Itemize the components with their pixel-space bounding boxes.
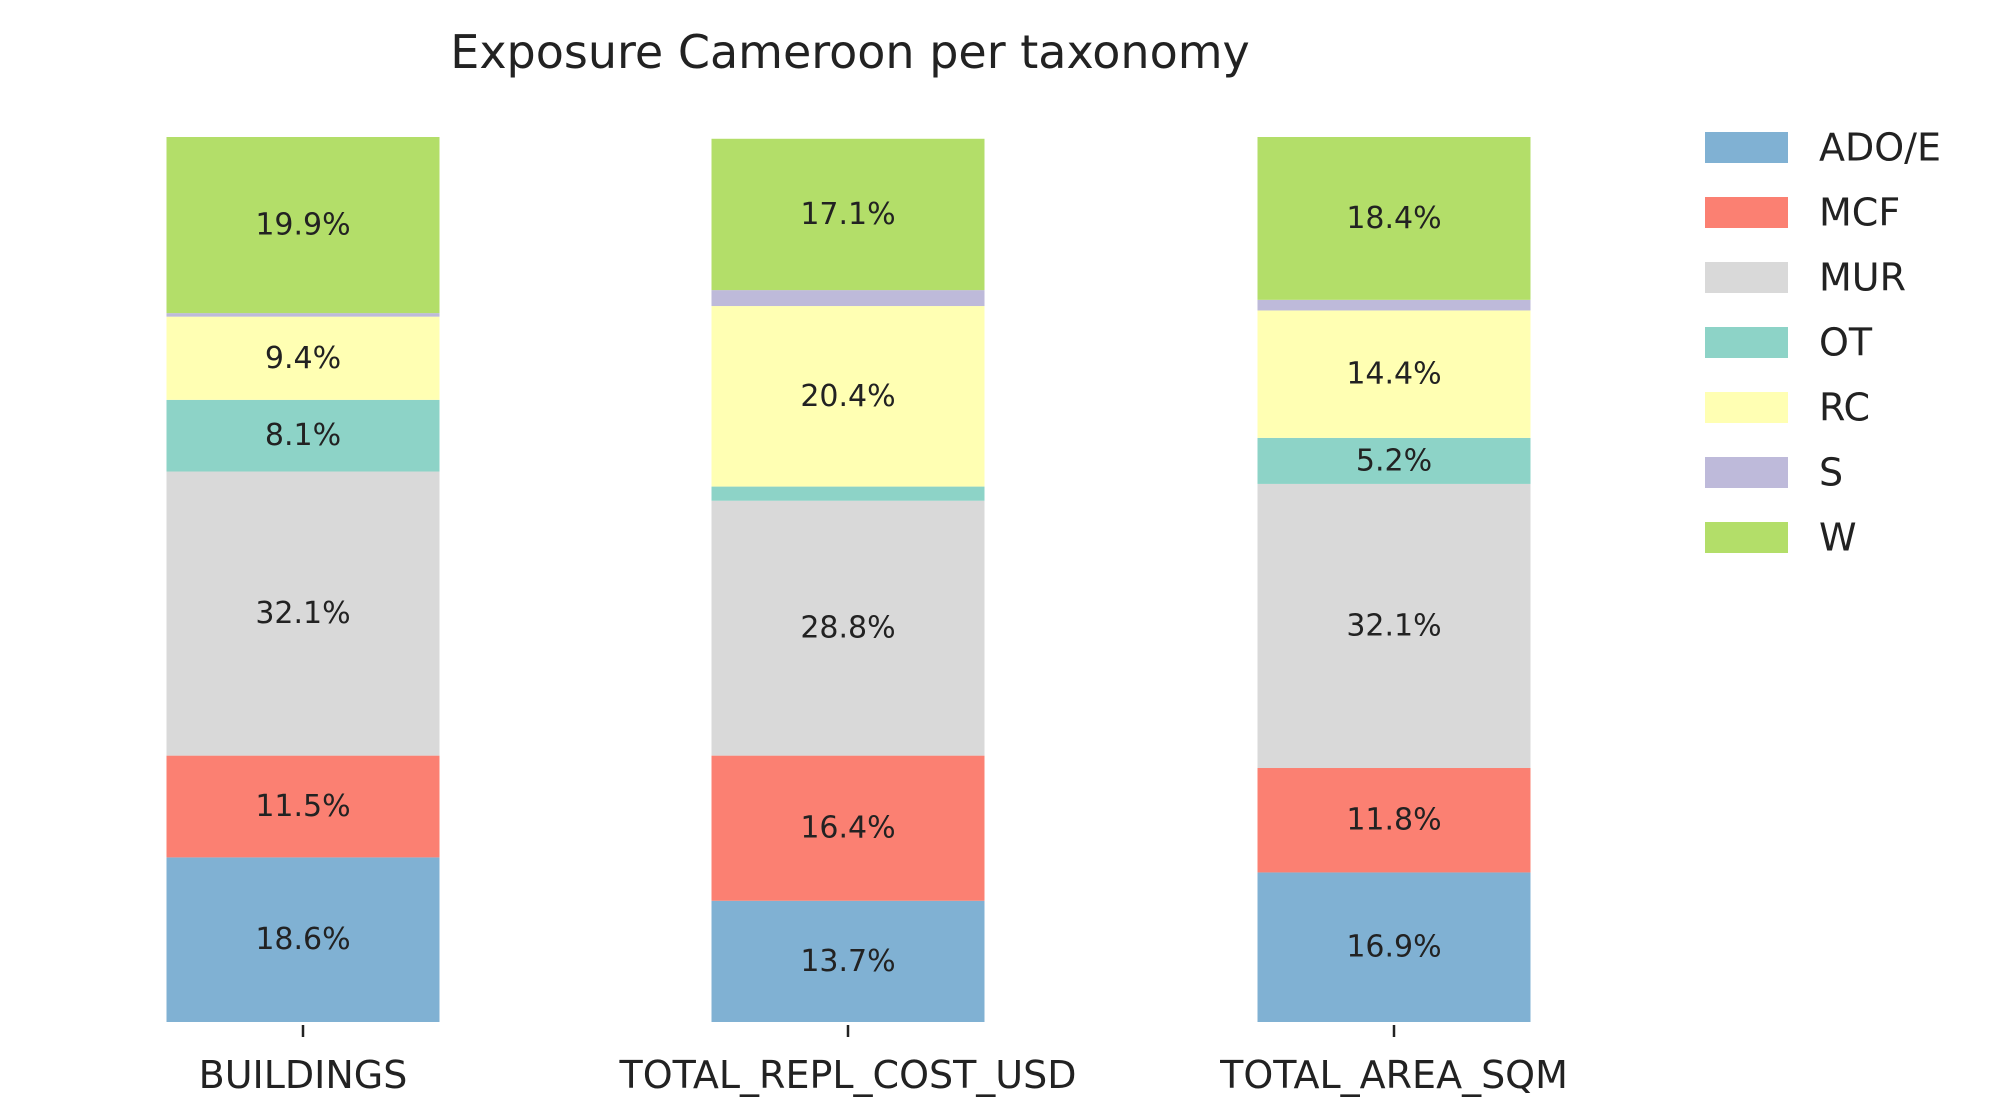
legend-label-s: S — [1819, 451, 1843, 495]
data-label-w-buildings: 19.9% — [255, 208, 350, 243]
data-label-ot-buildings: 8.1% — [265, 418, 341, 453]
segment-labels-group: 18.6% 11.5% 32.1% 8.1% 9.4% 19.9% 13.7% 16.4% 28… — [255, 197, 1441, 979]
x-axis: BUILDINGS TOTAL_REPL_COST_USD TOTAL_AREA_S… — [199, 1025, 1568, 1097]
data-label-mur-buildings: 32.1% — [255, 596, 350, 631]
legend-swatch-w — [1705, 522, 1788, 553]
data-label-rc-total-area-sqm: 14.4% — [1346, 357, 1441, 392]
bar-segment-w-total-repl-cost-usd — [711, 138, 985, 291]
legend: ADO/E MCF MUR OT RC SW — [1705, 126, 1941, 560]
bar-segment-w-total-area-sqm — [1257, 137, 1531, 300]
legend-label-ot: OT — [1819, 321, 1873, 365]
bar-segment-ado-e-total-area-sqm — [1257, 872, 1531, 1022]
bar-segment-ot-total-repl-cost-usd — [711, 486, 985, 501]
chart-title: Exposure Cameroon per taxonomy — [450, 25, 1250, 79]
bar-segment-mcf-total-repl-cost-usd — [711, 755, 985, 901]
bar-segment-ado-e-total-repl-cost-usd — [711, 900, 985, 1022]
legend-item-ado-e: ADO/E — [1705, 126, 1941, 170]
legend-item-s: S — [1705, 451, 1843, 495]
data-label-mcf-total-area-sqm: 11.8% — [1346, 803, 1441, 838]
legend-swatch-rc — [1705, 392, 1788, 423]
legend-item-w: W — [1705, 516, 1857, 560]
data-label-mcf-total-repl-cost-usd: 16.4% — [800, 811, 895, 846]
data-label-w-total-repl-cost-usd: 17.1% — [800, 197, 895, 232]
bar-segment-ado-e-buildings — [166, 857, 440, 1022]
bar-segment-mcf-total-area-sqm — [1257, 768, 1531, 873]
bar-segment-w-buildings — [166, 137, 440, 314]
legend-label-mur: MUR — [1819, 256, 1906, 300]
data-label-w-total-area-sqm: 18.4% — [1346, 201, 1441, 236]
bar-segment-s-buildings — [166, 313, 440, 317]
data-label-rc-buildings: 9.4% — [265, 341, 341, 376]
data-label-rc-total-repl-cost-usd: 20.4% — [800, 379, 895, 414]
legend-item-ot: OT — [1705, 321, 1873, 365]
legend-item-rc: RC — [1705, 386, 1870, 430]
bar-segment-s-total-area-sqm — [1257, 299, 1531, 311]
data-label-ado-e-total-area-sqm: 16.9% — [1346, 930, 1441, 965]
bar-segment-rc-total-area-sqm — [1257, 310, 1531, 438]
legend-item-mcf: MCF — [1705, 191, 1900, 235]
bar-segment-s-total-repl-cost-usd — [711, 290, 985, 307]
bar-segment-rc-buildings — [166, 316, 440, 400]
data-label-ado-e-total-repl-cost-usd: 13.7% — [800, 944, 895, 979]
bars-group — [166, 137, 1531, 1022]
data-label-mur-total-repl-cost-usd: 28.8% — [800, 611, 895, 646]
legend-swatch-s — [1705, 457, 1788, 488]
bar-segment-rc-total-repl-cost-usd — [711, 306, 985, 487]
data-label-ot-total-area-sqm: 5.2% — [1356, 443, 1432, 478]
x-tick-label-buildings: BUILDINGS — [199, 1053, 408, 1097]
bar-segment-ot-total-area-sqm — [1257, 437, 1531, 484]
data-label-mcf-buildings: 11.5% — [255, 789, 350, 824]
legend-label-mcf: MCF — [1819, 191, 1900, 235]
x-tick-label-total-area-sqm: TOTAL_AREA_SQM — [1219, 1053, 1568, 1097]
legend-label-rc: RC — [1819, 386, 1870, 430]
legend-swatch-ado-e — [1705, 132, 1788, 163]
bar-segment-mur-total-repl-cost-usd — [711, 500, 985, 756]
bar-segment-ot-buildings — [166, 399, 440, 472]
bar-segment-mur-buildings — [166, 471, 440, 756]
legend-swatch-ot — [1705, 327, 1788, 358]
x-tick-label-total-repl-cost-usd: TOTAL_REPL_COST_USD — [618, 1053, 1076, 1097]
legend-swatch-mcf — [1705, 197, 1788, 228]
legend-label-w: W — [1819, 516, 1857, 560]
bar-segment-mcf-buildings — [166, 755, 440, 858]
bar-segment-mur-total-area-sqm — [1257, 483, 1531, 769]
legend-item-mur: MUR — [1705, 256, 1906, 300]
legend-swatch-mur — [1705, 262, 1788, 293]
data-label-mur-total-area-sqm: 32.1% — [1346, 608, 1441, 643]
legend-label-ado-e: ADO/E — [1819, 126, 1941, 170]
data-label-ado-e-buildings: 18.6% — [255, 922, 350, 957]
